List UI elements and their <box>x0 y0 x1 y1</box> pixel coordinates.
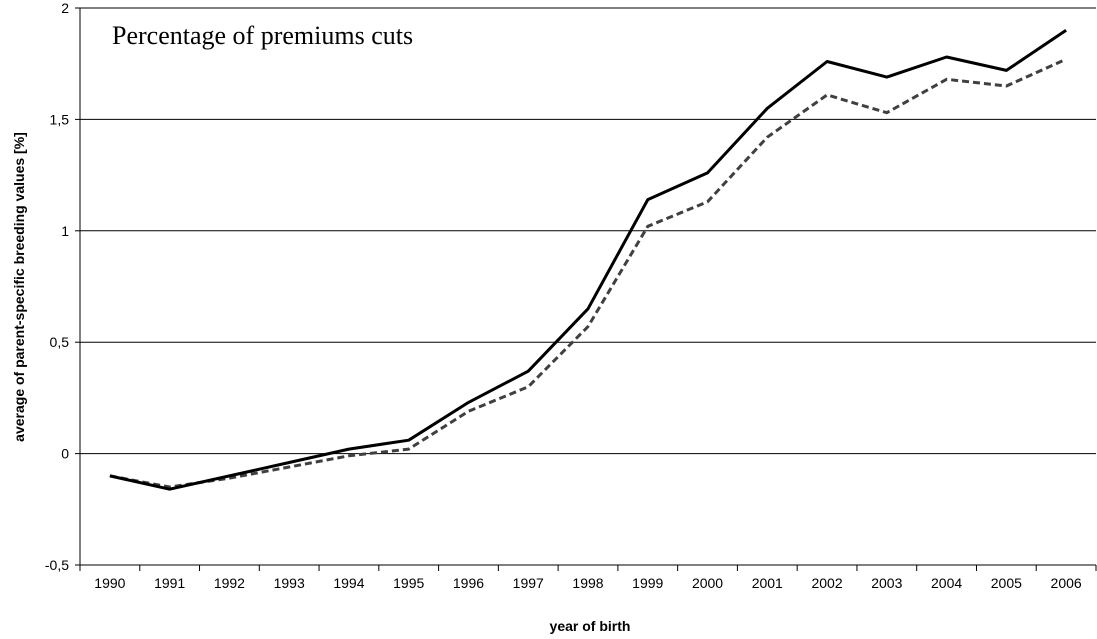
y-tick-label: 0,5 <box>50 334 70 350</box>
axes <box>75 7 1097 571</box>
x-tick-label: 2006 <box>1051 575 1082 591</box>
x-tick-label: 2001 <box>752 575 783 591</box>
y-tick-label: 0 <box>61 446 69 462</box>
y-axis-title: average of parent-specific breeding valu… <box>11 132 27 442</box>
x-tick-label: 2002 <box>811 575 842 591</box>
series-lines <box>109 29 1067 491</box>
x-tick-label: 1991 <box>154 575 185 591</box>
x-axis-title: year of birth <box>550 618 631 634</box>
y-tick-label: 2 <box>61 0 69 16</box>
x-tick-label: 2003 <box>871 575 902 591</box>
gridlines <box>80 7 1096 566</box>
series-line-solid <box>109 29 1067 491</box>
x-tick-label: 2005 <box>991 575 1022 591</box>
y-tick-label: 1 <box>61 223 69 239</box>
x-tick-label: 1993 <box>274 575 305 591</box>
y-tick-label: -0,5 <box>45 557 69 573</box>
y-tick-labels: -0,5 0 0,5 1 1,5 2 <box>45 0 69 573</box>
x-tick-labels: 1990 1991 1992 1993 1994 1995 1996 1997 1998 1999… <box>94 575 1082 591</box>
x-tick-label: 1992 <box>214 575 245 591</box>
x-tick-label: 1996 <box>453 575 484 591</box>
x-tick-label: 2000 <box>692 575 723 591</box>
chart-title: Percentage of premiums cuts <box>112 21 413 50</box>
x-tick-label: 1990 <box>94 575 125 591</box>
x-tick-label: 1999 <box>632 575 663 591</box>
y-tick-label: 1,5 <box>50 111 70 127</box>
x-tick-label: 1998 <box>572 575 603 591</box>
x-tick-label: 1994 <box>333 575 364 591</box>
x-tick-label: 1997 <box>513 575 544 591</box>
x-tick-label: 1995 <box>393 575 424 591</box>
series-line-dashed <box>109 57 1067 489</box>
x-tick-label: 2004 <box>931 575 962 591</box>
